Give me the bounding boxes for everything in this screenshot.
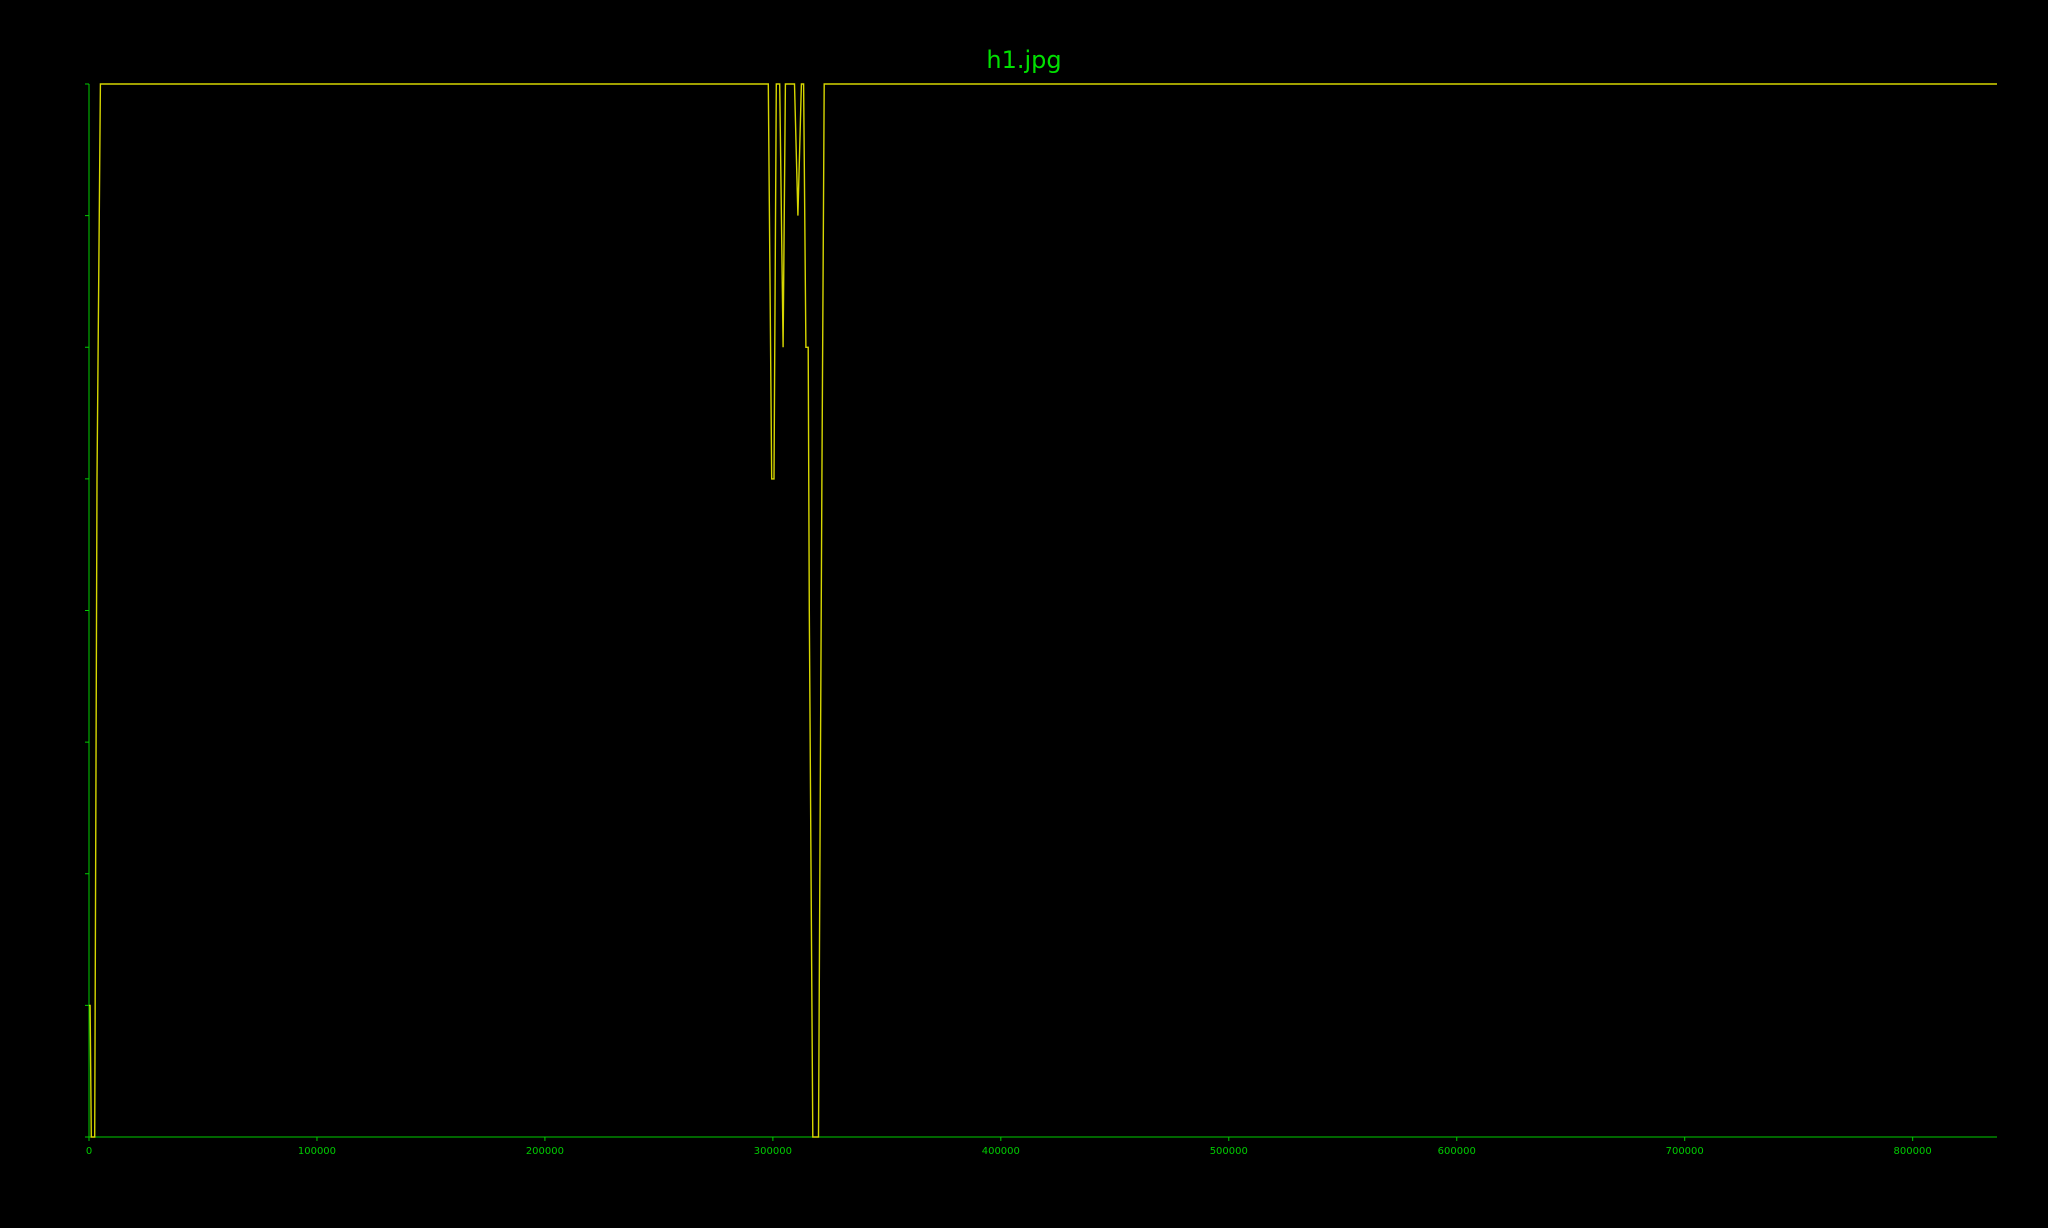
- chart-title: h1.jpg: [986, 46, 1062, 74]
- x-tick-label-700000: 700000: [1666, 1146, 1704, 1157]
- x-tick-label-100000: 100000: [298, 1146, 336, 1157]
- x-tick-label-600000: 600000: [1438, 1146, 1476, 1157]
- x-tick-label-400000: 400000: [982, 1146, 1020, 1157]
- series-line-0: [89, 83, 1997, 1138]
- x-tick-label-0: 0: [86, 1146, 92, 1157]
- x-tick-label-800000: 800000: [1894, 1146, 1932, 1157]
- x-tick-label-500000: 500000: [1210, 1146, 1248, 1157]
- x-tick-label-200000: 200000: [526, 1146, 564, 1157]
- x-tick-label-300000: 300000: [754, 1146, 792, 1157]
